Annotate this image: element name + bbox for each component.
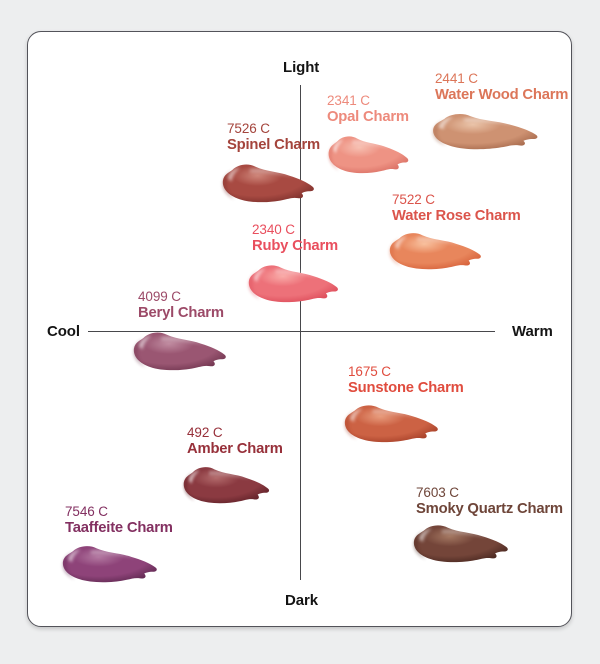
- axis-label-dark: Dark: [285, 592, 318, 609]
- gloss-highlight: [227, 167, 241, 182]
- smear-shadow: [328, 141, 339, 171]
- lipstick-swatch-icon: [133, 332, 226, 371]
- gloss-highlight: [418, 528, 432, 542]
- smear-shape: [248, 265, 338, 303]
- lipstick-swatch-icon: [248, 265, 338, 303]
- shade-name: Water Rose Charm: [392, 207, 521, 224]
- shade-label: 7522 C Water Rose Charm: [392, 192, 521, 225]
- smear-shadow: [413, 530, 426, 560]
- shade-code: 2340 C: [252, 222, 295, 237]
- lipstick-swatch-icon: [222, 164, 314, 203]
- lipstick-swatch-icon: [344, 405, 438, 443]
- shade-name: Water Wood Charm: [435, 86, 569, 103]
- shade-name: Spinel Charm: [227, 136, 320, 153]
- smear-shape: [62, 546, 157, 583]
- gloss-streak: [275, 269, 319, 278]
- smear-shadow: [433, 118, 447, 147]
- gloss-streak: [249, 168, 294, 177]
- gloss-streak: [352, 140, 391, 149]
- gloss-streak: [161, 336, 206, 345]
- shade-label: 7603 C Smoky Quartz Charm: [416, 485, 563, 518]
- gloss-highlight: [349, 408, 363, 422]
- smear-shape: [433, 114, 538, 150]
- shade-name: Taaffeite Charm: [65, 519, 173, 536]
- gloss-highlight: [438, 117, 453, 130]
- lipstick-swatch-icon: [433, 114, 538, 150]
- gloss-streak: [90, 549, 137, 558]
- shade-name: Ruby Charm: [252, 237, 338, 254]
- lipstick-swatch-icon: [413, 525, 508, 563]
- shade-name: Smoky Quartz Charm: [416, 500, 563, 517]
- light-dark-axis-line: [300, 85, 301, 580]
- shade-code: 492 C: [187, 425, 223, 440]
- shade-code: 7603 C: [416, 485, 459, 500]
- smear-shadow: [62, 551, 75, 580]
- gloss-streak: [416, 236, 461, 245]
- shade-code: 2441 C: [435, 71, 478, 86]
- smear-shadow: [222, 169, 235, 200]
- shade-label: 2340 C Ruby Charm: [252, 222, 338, 255]
- lipstick-swatch-icon: [183, 467, 270, 504]
- smear-shadow: [248, 270, 261, 300]
- axis-label-cool: Cool: [47, 323, 80, 340]
- lipstick-swatch-icon: [389, 233, 481, 270]
- cool-warm-axis-line: [88, 331, 495, 332]
- gloss-streak: [209, 470, 251, 479]
- shade-code: 1675 C: [348, 364, 391, 379]
- shade-label: 4099 C Beryl Charm: [138, 289, 224, 322]
- smear-shape: [389, 233, 481, 270]
- shade-name: Opal Charm: [327, 108, 409, 125]
- shade-code: 7526 C: [227, 121, 270, 136]
- shade-code: 7546 C: [65, 504, 108, 519]
- smear-shape: [183, 467, 270, 504]
- gloss-streak: [441, 529, 488, 538]
- shade-name: Amber Charm: [187, 440, 283, 457]
- shade-label: 7526 C Spinel Charm: [227, 121, 320, 154]
- lipstick-swatch-icon: [62, 546, 157, 583]
- gloss-highlight: [138, 335, 152, 350]
- gloss-highlight: [394, 236, 408, 250]
- shade-code: 4099 C: [138, 289, 181, 304]
- shade-label: 492 C Amber Charm: [187, 425, 283, 458]
- smear-shadow: [344, 410, 357, 440]
- lipstick-swatch-icon: [328, 136, 409, 174]
- gloss-streak: [464, 117, 515, 126]
- gloss-highlight: [188, 470, 200, 484]
- smear-shadow: [389, 238, 402, 267]
- shade-code: 7522 C: [392, 192, 435, 207]
- gloss-streak: [372, 409, 418, 418]
- shade-label: 2441 C Water Wood Charm: [435, 71, 568, 104]
- gloss-highlight: [253, 268, 266, 282]
- axis-label-light: Light: [283, 59, 320, 76]
- smear-shadow: [133, 337, 146, 368]
- smear-shape: [413, 525, 508, 563]
- smear-shape: [133, 332, 226, 371]
- shade-name: Beryl Charm: [138, 304, 224, 321]
- shade-label: 1675 C Sunstone Charm: [348, 364, 464, 397]
- smear-shape: [328, 136, 409, 174]
- shade-name: Sunstone Charm: [348, 379, 464, 396]
- shade-label: 7546 C Taaffeite Charm: [65, 504, 173, 537]
- smear-shadow: [183, 472, 195, 501]
- gloss-highlight: [67, 549, 81, 563]
- smear-shape: [222, 164, 314, 203]
- shade-code: 2341 C: [327, 93, 370, 108]
- gloss-highlight: [332, 139, 344, 153]
- shade-label: 2341 C Opal Charm: [327, 93, 409, 126]
- smear-shape: [344, 405, 438, 443]
- axis-label-warm: Warm: [512, 323, 553, 340]
